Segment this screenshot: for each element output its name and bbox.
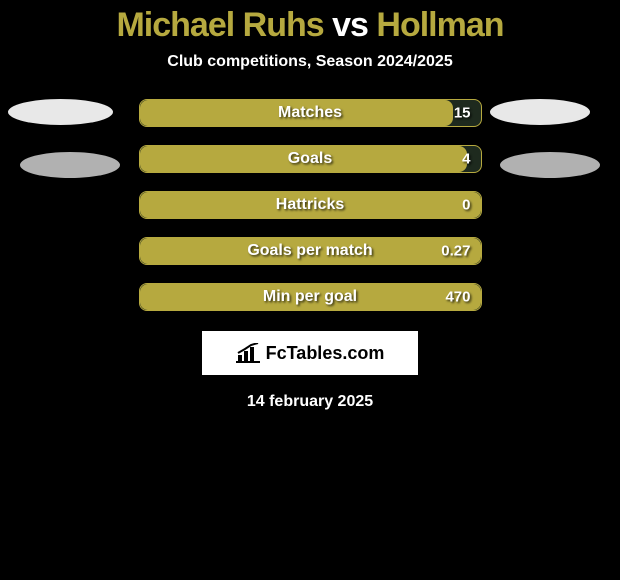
logo-text: FcTables.com xyxy=(266,343,385,364)
stat-bar-value: 0 xyxy=(462,197,470,214)
right-ellipse-top xyxy=(490,99,590,125)
left-ellipse-bottom xyxy=(20,152,120,178)
vs-text: vs xyxy=(332,6,368,44)
stat-bar-value: 470 xyxy=(445,289,470,306)
player2-name: Hollman xyxy=(376,6,503,44)
stat-bar-label: Min per goal xyxy=(263,288,357,306)
stat-bars: Matches 15 Goals 4 Hattricks 0 Goals per match… xyxy=(139,99,482,311)
stat-bar: Hattricks 0 xyxy=(139,191,482,219)
stat-bar: Min per goal 470 xyxy=(139,283,482,311)
stat-bar: Matches 15 xyxy=(139,99,482,127)
stat-bar-value: 4 xyxy=(462,151,470,168)
stat-bar-label: Goals xyxy=(288,150,332,168)
right-ellipse-bottom xyxy=(500,152,600,178)
player1-name: Michael Ruhs xyxy=(116,6,323,44)
stat-bar-label: Goals per match xyxy=(247,242,372,260)
date-text: 14 february 2025 xyxy=(0,393,620,411)
stat-bar: Goals 4 xyxy=(139,145,482,173)
comparison-title: Michael Ruhs vs Hollman xyxy=(0,0,620,45)
left-ellipse-top xyxy=(8,99,113,125)
stat-bar-value: 0.27 xyxy=(441,243,470,260)
stat-bar-value: 15 xyxy=(454,105,471,122)
stats-area: Matches 15 Goals 4 Hattricks 0 Goals per match… xyxy=(0,99,620,311)
chart-icon xyxy=(236,343,260,363)
stat-bar-label: Hattricks xyxy=(276,196,344,214)
stat-bar-label: Matches xyxy=(278,104,342,122)
logo-box: FcTables.com xyxy=(202,331,418,375)
subtitle: Club competitions, Season 2024/2025 xyxy=(0,53,620,71)
stat-bar: Goals per match 0.27 xyxy=(139,237,482,265)
